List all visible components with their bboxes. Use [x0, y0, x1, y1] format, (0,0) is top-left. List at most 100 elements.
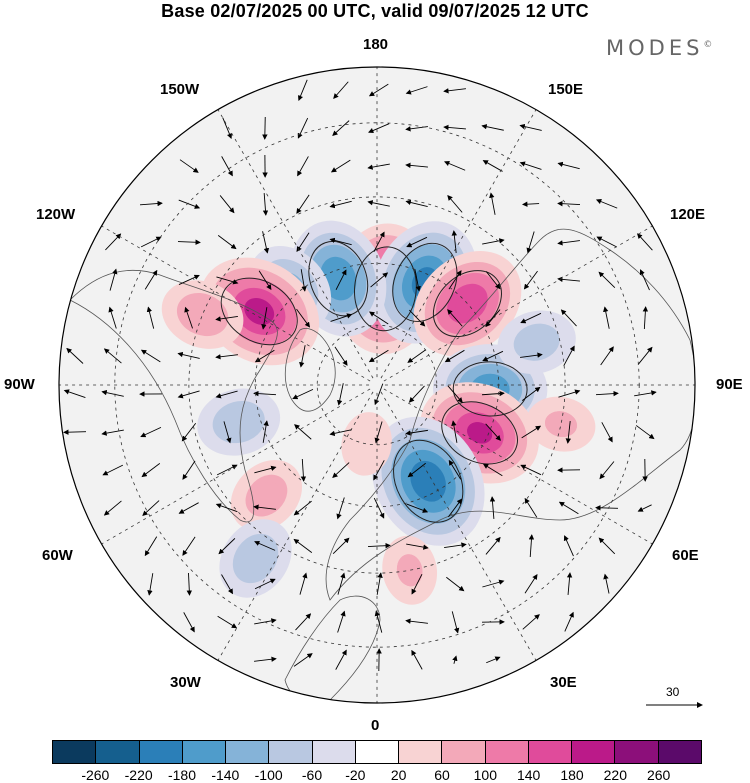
wind-vector — [141, 463, 161, 478]
colorbar-tick-label: -180 — [167, 767, 197, 783]
anomaly-fill — [521, 330, 552, 355]
wind-vector — [253, 504, 276, 510]
wind-vector — [144, 269, 158, 290]
wind-vector — [406, 236, 428, 248]
wind-vector — [178, 199, 201, 209]
wind-vector — [183, 612, 195, 633]
wind-vector — [452, 655, 458, 664]
wind-vector — [405, 86, 428, 95]
wind-vector — [103, 500, 122, 516]
wind-vector — [329, 429, 352, 437]
wind-vector — [140, 349, 161, 363]
wind-vector — [444, 161, 466, 171]
wind-vector — [294, 424, 312, 440]
colorbar-tick-label: -100 — [254, 767, 283, 783]
wind-vector — [373, 497, 385, 519]
wind-vector — [108, 306, 117, 329]
wind-vector — [215, 503, 238, 513]
wind-vector — [598, 271, 616, 289]
wind-vector — [482, 350, 504, 362]
wind-vector — [522, 201, 540, 207]
wind-vector — [595, 199, 618, 209]
wind-vector — [448, 498, 463, 518]
anomaly-fill — [417, 469, 439, 494]
page-title: Base 02/07/2025 00 UTC, valid 09/07/2025… — [161, 1, 589, 21]
wind-vector — [481, 124, 504, 131]
longitude-line — [380, 109, 537, 379]
wind-vector — [295, 613, 312, 631]
anomaly-fill — [396, 554, 423, 587]
wind-vector — [565, 421, 571, 444]
wind-vector — [446, 576, 465, 592]
wind-vector — [300, 269, 307, 292]
lon-label-90w: 90W — [4, 376, 35, 393]
brand-logo: MODES© — [606, 36, 713, 60]
colorbar-bin — [269, 741, 313, 763]
wind-vector — [217, 235, 237, 250]
wind-vector — [601, 422, 613, 443]
wind-vector — [489, 192, 496, 215]
colorbar-tick-label: -20 — [345, 767, 366, 783]
wind-vector — [254, 349, 275, 363]
wind-vector — [139, 200, 163, 207]
wind-vector — [142, 500, 160, 517]
wind-vector — [558, 501, 579, 515]
anomaly-fill — [188, 302, 217, 327]
wind-vector — [599, 461, 615, 480]
wind-vector — [482, 160, 503, 172]
wind-vector — [296, 308, 311, 328]
contour-line — [392, 242, 458, 322]
wind-vector — [177, 239, 201, 245]
colorbar-tick-label: 20 — [390, 767, 407, 783]
lon-label-120w: 120W — [36, 206, 76, 223]
north-america-outline — [69, 269, 278, 523]
reference-vector-label: 30 — [666, 685, 680, 699]
lon-label-90e: 90E — [716, 376, 743, 393]
wind-vector — [293, 538, 313, 553]
wind-vector — [443, 88, 466, 94]
wind-vector — [217, 615, 238, 629]
lon-label-180: 180 — [363, 36, 389, 53]
wind-vector — [595, 390, 619, 397]
wind-vector — [411, 573, 423, 595]
colorbar-tick-label: -220 — [124, 767, 153, 783]
wind-vector — [558, 389, 581, 398]
wind-vector — [178, 502, 199, 514]
longitude-line — [380, 391, 537, 661]
anomaly-center — [341, 412, 392, 476]
colorbar-bin — [312, 741, 356, 763]
wind-vector — [368, 123, 390, 134]
wind-vector — [639, 269, 650, 291]
wind-vector — [523, 270, 538, 290]
wind-vector — [447, 385, 463, 403]
wind-vector — [368, 83, 389, 97]
longitude-line — [101, 388, 371, 545]
wind-vector — [292, 388, 314, 400]
colorbar-tick-label: 260 — [646, 767, 671, 783]
wind-vector — [222, 117, 232, 139]
colorbar-tick-label: -140 — [211, 767, 240, 783]
anomaly-center — [382, 535, 438, 605]
colorbar-bin — [399, 741, 443, 763]
lon-label-60e: 60E — [672, 547, 699, 564]
wind-vector — [485, 423, 501, 441]
colorbar-tick-label: -60 — [301, 767, 323, 783]
wind-vector — [147, 573, 154, 596]
wind-vector — [184, 306, 193, 329]
wind-vector — [444, 542, 467, 549]
wind-vector — [637, 504, 652, 512]
wind-vector — [333, 81, 349, 99]
wind-vector — [140, 426, 162, 438]
wind-vector — [405, 162, 428, 169]
wind-vector — [374, 383, 384, 406]
wind-vector — [447, 194, 463, 213]
wind-vector — [140, 236, 162, 248]
wind-vector — [296, 232, 310, 252]
colorbar-bin — [615, 741, 659, 763]
wind-vector — [105, 233, 122, 251]
wind-vector — [566, 572, 573, 595]
wind-vector — [635, 425, 655, 440]
wind-vector — [557, 240, 580, 246]
wind-vector — [447, 309, 463, 327]
